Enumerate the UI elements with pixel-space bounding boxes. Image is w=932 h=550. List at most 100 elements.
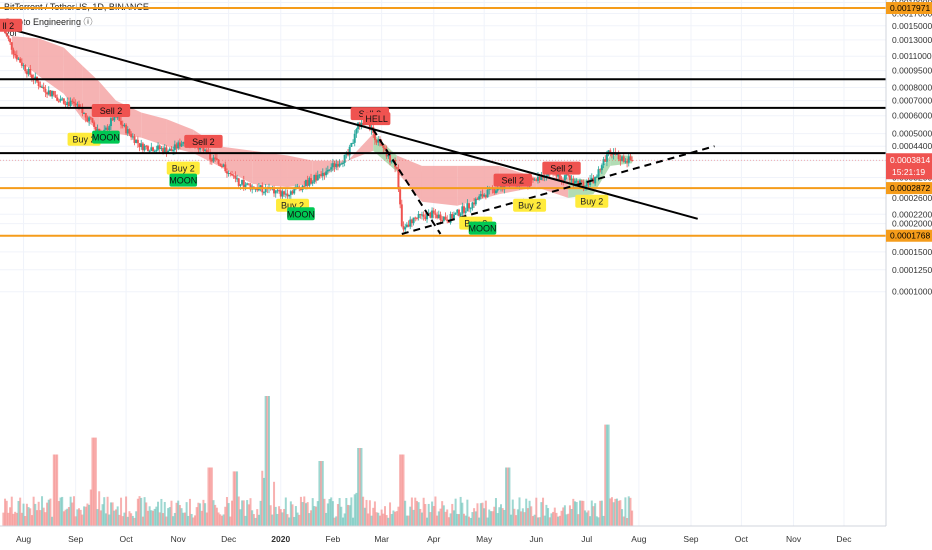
volume-bar — [328, 498, 331, 526]
volume-bar — [120, 497, 123, 526]
volume-bar — [29, 508, 32, 526]
candle-body — [560, 179, 563, 181]
volume-bar — [358, 448, 361, 526]
candle-body — [577, 180, 580, 185]
volume-bar — [600, 500, 603, 526]
volume-bar — [315, 506, 318, 526]
candle-body — [215, 158, 218, 160]
candle-body — [419, 213, 422, 215]
volume-bar — [205, 512, 208, 526]
volume-bar — [86, 503, 89, 526]
cloud-segment — [421, 165, 458, 206]
volume-bar — [311, 498, 314, 526]
candle-body — [415, 217, 418, 219]
candle-body — [459, 213, 462, 216]
volume-bar — [516, 509, 519, 526]
volume-bar — [234, 471, 237, 526]
candle-body — [624, 161, 627, 163]
candle-body — [133, 136, 136, 143]
candle-body — [7, 35, 10, 39]
volume-bar — [46, 502, 49, 526]
volume-bar — [375, 512, 378, 526]
volume-bar — [560, 510, 563, 526]
candle-body — [483, 194, 486, 197]
volume-bar — [415, 500, 418, 526]
candle-body — [555, 174, 558, 177]
candle-body — [209, 153, 212, 160]
candle-body — [20, 62, 23, 66]
candle-body — [72, 101, 75, 104]
candle-body — [98, 128, 101, 133]
volume-bar — [293, 516, 296, 526]
volume-bar — [602, 515, 605, 526]
candle-body — [163, 147, 166, 153]
candle-body — [131, 136, 134, 138]
volume-bar — [303, 496, 306, 526]
candle-body — [236, 178, 239, 180]
volume-bar — [599, 500, 602, 526]
candle-body — [138, 143, 141, 148]
volume-bar — [535, 497, 538, 526]
candle-body — [531, 178, 534, 181]
volume-bar — [627, 496, 630, 526]
volume-bar — [296, 512, 299, 526]
price-tick-label: 0.0001250 — [892, 265, 932, 275]
candle-body — [422, 214, 425, 217]
candle-body — [452, 214, 455, 219]
volume-bar — [138, 496, 141, 526]
candle-body — [579, 180, 582, 185]
candle-body — [140, 143, 143, 148]
volume-bar — [264, 396, 267, 526]
volume-bar — [54, 454, 57, 526]
candle-body — [109, 118, 112, 127]
volume-bar — [78, 508, 81, 526]
current-price-tag — [886, 153, 932, 180]
time-tick-label: Sep — [683, 534, 698, 544]
volume-bar — [489, 511, 492, 526]
candle-body — [627, 156, 630, 163]
volume-bar — [454, 498, 457, 526]
volume-bar — [348, 505, 351, 526]
volume-bar — [278, 506, 281, 526]
volume-bar — [437, 511, 440, 526]
candle-body — [24, 65, 27, 72]
volume-bar — [143, 497, 146, 526]
volume-bar — [284, 497, 287, 526]
volume-bar — [12, 513, 15, 526]
volume-bar — [484, 500, 487, 526]
volume-bar — [410, 497, 413, 526]
volume-bar — [62, 511, 65, 526]
candle-body — [426, 213, 429, 220]
candle-body — [296, 186, 299, 188]
volume-bar — [579, 500, 582, 526]
volume-bar — [32, 496, 35, 526]
trendline — [365, 118, 442, 235]
volume-bar — [17, 500, 20, 526]
candle-body — [283, 191, 286, 195]
volume-bar — [51, 516, 54, 526]
candle-body — [249, 184, 252, 190]
candle-body — [239, 184, 242, 186]
volume-bar — [466, 499, 469, 526]
volume-bar — [242, 500, 245, 526]
candle-body — [447, 221, 450, 223]
candle-body — [210, 159, 213, 162]
volume-bar — [84, 506, 87, 526]
time-tick-label: Mar — [374, 534, 389, 544]
candle-body — [478, 196, 481, 200]
volume-bar — [582, 500, 585, 526]
candle-body — [214, 157, 217, 159]
volume-bar — [592, 506, 595, 526]
volume-bar — [49, 498, 52, 526]
volume-bar — [338, 498, 341, 526]
candle-body — [89, 117, 92, 119]
candle-body — [177, 142, 180, 149]
volume-bar — [377, 512, 380, 526]
candle-body — [375, 140, 378, 143]
candle-body — [600, 165, 603, 171]
volume-bar — [236, 471, 239, 526]
volume-bar — [72, 496, 75, 526]
volume-bar — [429, 512, 432, 526]
candle-body — [622, 156, 625, 162]
